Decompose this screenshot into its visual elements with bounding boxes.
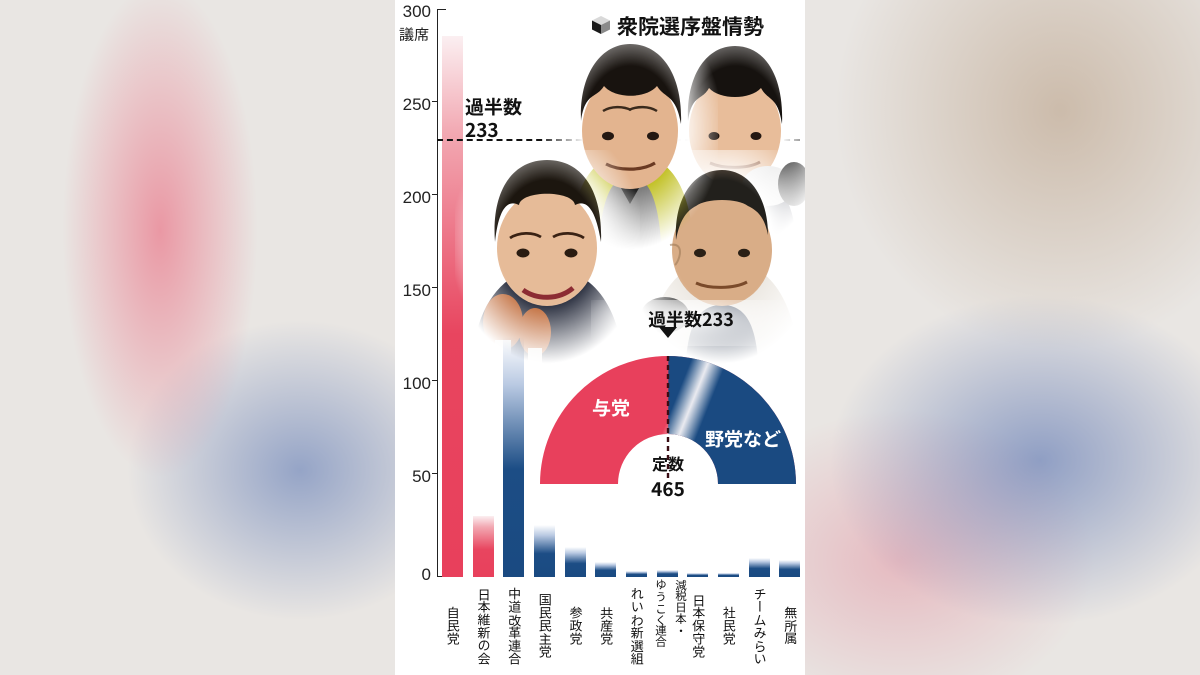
svg-text:定数: 定数 — [652, 451, 684, 475]
svg-text:465: 465 — [651, 475, 685, 502]
svg-text:野党など: 野党など — [705, 425, 781, 452]
svg-text:与党: 与党 — [592, 394, 630, 421]
